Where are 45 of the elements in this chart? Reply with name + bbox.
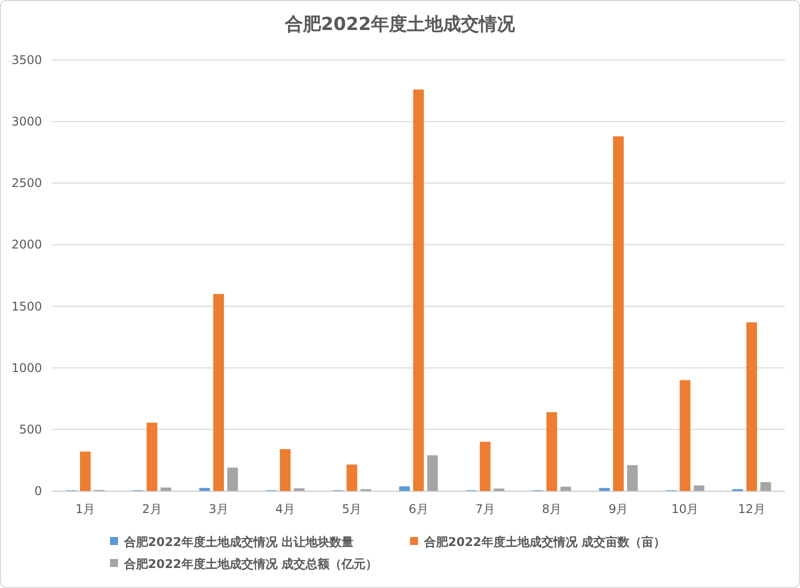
bar <box>613 136 624 491</box>
bar <box>213 294 224 491</box>
y-tick-label: 3500 <box>11 53 42 67</box>
y-tick-label: 1000 <box>11 360 42 375</box>
x-tick-label: 3月 <box>208 502 228 516</box>
bar <box>427 455 438 491</box>
x-tick-label: 4月 <box>275 502 296 516</box>
bar <box>746 322 758 491</box>
x-tick-label: 7月 <box>475 502 495 516</box>
bar <box>599 488 610 491</box>
y-tick-label: 2000 <box>11 238 42 252</box>
x-tick-label: 9月 <box>608 502 628 516</box>
y-tick-label: 2500 <box>11 176 42 190</box>
x-tick-label: 12月 <box>738 502 766 516</box>
y-tick-label: 0 <box>34 484 42 498</box>
x-tick-label: 8月 <box>542 502 562 516</box>
bar <box>546 412 558 491</box>
bar <box>560 486 572 491</box>
x-tick-label: 5月 <box>342 502 362 516</box>
bar <box>680 380 690 491</box>
bar <box>760 482 772 491</box>
bar <box>160 488 172 491</box>
legend-label: 合肥2022年度土地成交情况 成交亩数（亩） <box>423 535 666 549</box>
y-tick-label: 1500 <box>11 299 42 314</box>
bar <box>480 442 490 491</box>
bar <box>280 449 291 491</box>
bar <box>199 488 210 491</box>
bar <box>346 464 358 491</box>
legend-label: 合肥2022年度土地成交情况 出让地块数量 <box>123 535 354 549</box>
x-tick-label: 2月 <box>142 502 162 516</box>
x-tick-label: 1月 <box>76 502 96 516</box>
bar <box>146 422 158 491</box>
x-tick-label: 10月 <box>671 502 699 516</box>
bar <box>413 90 424 491</box>
bar <box>294 488 305 491</box>
x-tick-label: 6月 <box>408 502 428 516</box>
y-tick-label: 500 <box>19 422 42 436</box>
chart-title: 合肥2022年度土地成交情况 <box>284 14 516 35</box>
y-tick-label: 3000 <box>11 114 42 129</box>
bar <box>694 485 704 491</box>
bar <box>399 486 410 491</box>
bar <box>227 468 238 491</box>
bar <box>80 452 91 491</box>
bar <box>627 465 638 491</box>
legend-label: 合肥2022年度土地成交情况 成交总额（亿元） <box>123 557 378 571</box>
